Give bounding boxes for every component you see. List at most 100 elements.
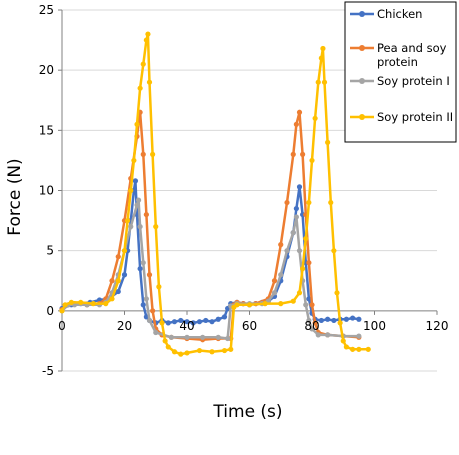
tick-labels: -5 0 5 10 15 20 25 0 20 40 60 80 100 120 [39, 3, 449, 378]
data-point [203, 317, 209, 324]
data-point [221, 314, 228, 320]
data-point [128, 187, 134, 194]
data-point [115, 254, 121, 260]
x-tick-label: 100 [363, 319, 386, 333]
data-point [350, 315, 356, 321]
data-point [121, 248, 128, 254]
data-point [171, 319, 178, 325]
legend-marker [359, 114, 365, 120]
data-point [78, 299, 84, 306]
data-point [190, 320, 196, 326]
data-point [278, 301, 284, 307]
data-point [337, 320, 343, 326]
data-point [134, 121, 140, 127]
series-group [59, 109, 362, 343]
data-point [171, 349, 178, 355]
data-point [312, 320, 318, 326]
data-point [153, 224, 159, 230]
data-point [134, 202, 140, 208]
data-point [184, 334, 190, 340]
data-point [271, 278, 278, 284]
data-point [334, 290, 340, 296]
data-point [143, 296, 149, 302]
y-tick-label: 25 [39, 3, 54, 17]
data-point [156, 284, 162, 290]
x-tick-label: 20 [117, 319, 132, 333]
legend-marker [359, 78, 365, 84]
data-point [135, 197, 142, 203]
legend-marker [359, 45, 365, 51]
data-point [184, 319, 190, 325]
data-point [271, 290, 278, 296]
data-point [309, 326, 315, 332]
data-point [278, 272, 284, 278]
data-point [146, 317, 153, 324]
data-point [196, 319, 203, 325]
data-point [59, 308, 65, 314]
data-point [215, 334, 221, 340]
data-point [209, 349, 215, 355]
legend-label: Chicken [377, 7, 422, 21]
data-point [150, 308, 156, 314]
data-point [262, 301, 268, 307]
legend: Chicken Pea and soy protein Soy protein I So… [344, 1, 457, 143]
data-point [62, 302, 68, 308]
y-tick-label: -5 [42, 364, 54, 378]
data-point [162, 338, 168, 344]
data-point [365, 346, 371, 352]
data-point [150, 151, 156, 157]
legend-label: Soy protein II [377, 110, 453, 124]
data-point [215, 316, 221, 322]
data-point [209, 319, 215, 325]
data-point [109, 278, 115, 284]
data-point [300, 266, 306, 272]
data-point [146, 79, 153, 85]
data-point [325, 332, 331, 338]
data-point [318, 55, 324, 61]
data-point [343, 316, 349, 322]
data-point [234, 302, 240, 308]
legend-marker [359, 11, 365, 17]
data-point [296, 109, 303, 115]
y-tick-label: 20 [39, 63, 54, 77]
data-point [131, 157, 137, 164]
data-point [303, 302, 309, 308]
data-point [293, 214, 299, 220]
data-point [140, 61, 146, 67]
data-point [68, 299, 74, 306]
x-tick-label: 80 [304, 319, 319, 333]
data-point [178, 351, 184, 357]
data-point [331, 248, 337, 254]
data-point [306, 199, 312, 206]
data-point [321, 79, 328, 85]
data-point [109, 296, 115, 302]
data-point [246, 302, 253, 308]
data-point [153, 329, 159, 336]
data-point [296, 290, 303, 296]
data-point [356, 316, 362, 322]
data-point [228, 346, 234, 352]
data-point [121, 272, 128, 278]
data-point [140, 302, 146, 308]
data-point [128, 224, 134, 230]
x-axis-label: Time (s) [212, 402, 282, 422]
data-point [165, 320, 171, 326]
data-point [115, 278, 121, 284]
data-point [320, 45, 326, 52]
data-point [325, 139, 331, 145]
data-point [293, 205, 299, 212]
data-point [184, 350, 190, 356]
data-point [278, 242, 284, 248]
data-point [178, 317, 184, 324]
data-point [343, 344, 349, 350]
data-point [165, 344, 171, 350]
data-point [328, 199, 334, 206]
data-point [290, 298, 296, 304]
y-axis-label: Force (N) [5, 158, 25, 235]
series-lines [59, 31, 371, 357]
data-point [146, 272, 153, 278]
data-point [137, 266, 143, 272]
data-point [145, 31, 151, 37]
